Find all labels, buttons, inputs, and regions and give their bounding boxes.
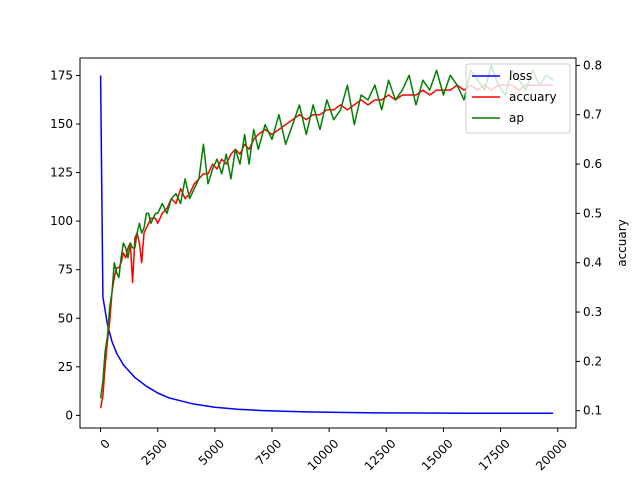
- legend: loss accuary ap: [465, 63, 571, 134]
- y-left-tick-label: 0: [65, 408, 73, 422]
- plot-area: [99, 64, 554, 414]
- series-line-ap: [99, 64, 554, 399]
- y-axis-right: 0.1 0.2 0.3 0.4 0.5 0.6 0.7 0.8: [576, 58, 602, 418]
- legend-box: [465, 63, 571, 134]
- series-line-loss: [99, 75, 554, 414]
- legend-label-ap: ap: [509, 111, 524, 125]
- y-axis-left: 0 25 50 75 100 125 150 175: [50, 68, 80, 422]
- y-right-tick-label: 0.7: [583, 108, 602, 122]
- y-right-tick-label: 0.4: [583, 256, 602, 270]
- y-right-tick-label: 0.6: [583, 157, 602, 171]
- y-left-tick-label: 175: [50, 68, 73, 82]
- y-left-tick-label: 75: [58, 263, 73, 277]
- series-line-accuary: [99, 84, 554, 409]
- y-right-tick-label: 0.1: [583, 404, 602, 418]
- y-left-tick-label: 125: [50, 166, 73, 180]
- y-left-tick-label: 50: [58, 311, 73, 325]
- y-axis-right-label: accuary: [615, 219, 629, 267]
- y-left-tick-label: 100: [50, 214, 73, 228]
- y-right-tick-label: 0.5: [583, 206, 602, 220]
- y-right-tick-label: 0.3: [583, 305, 602, 319]
- y-left-tick-label: 25: [58, 360, 73, 374]
- legend-label-loss: loss: [509, 69, 532, 83]
- plot-frame: [79, 57, 577, 429]
- y-left-tick-label: 150: [50, 117, 73, 131]
- legend-label-accuary: accuary: [509, 90, 557, 104]
- y-right-tick-label: 0.2: [583, 354, 602, 368]
- y-right-tick-label: 0.8: [583, 58, 602, 72]
